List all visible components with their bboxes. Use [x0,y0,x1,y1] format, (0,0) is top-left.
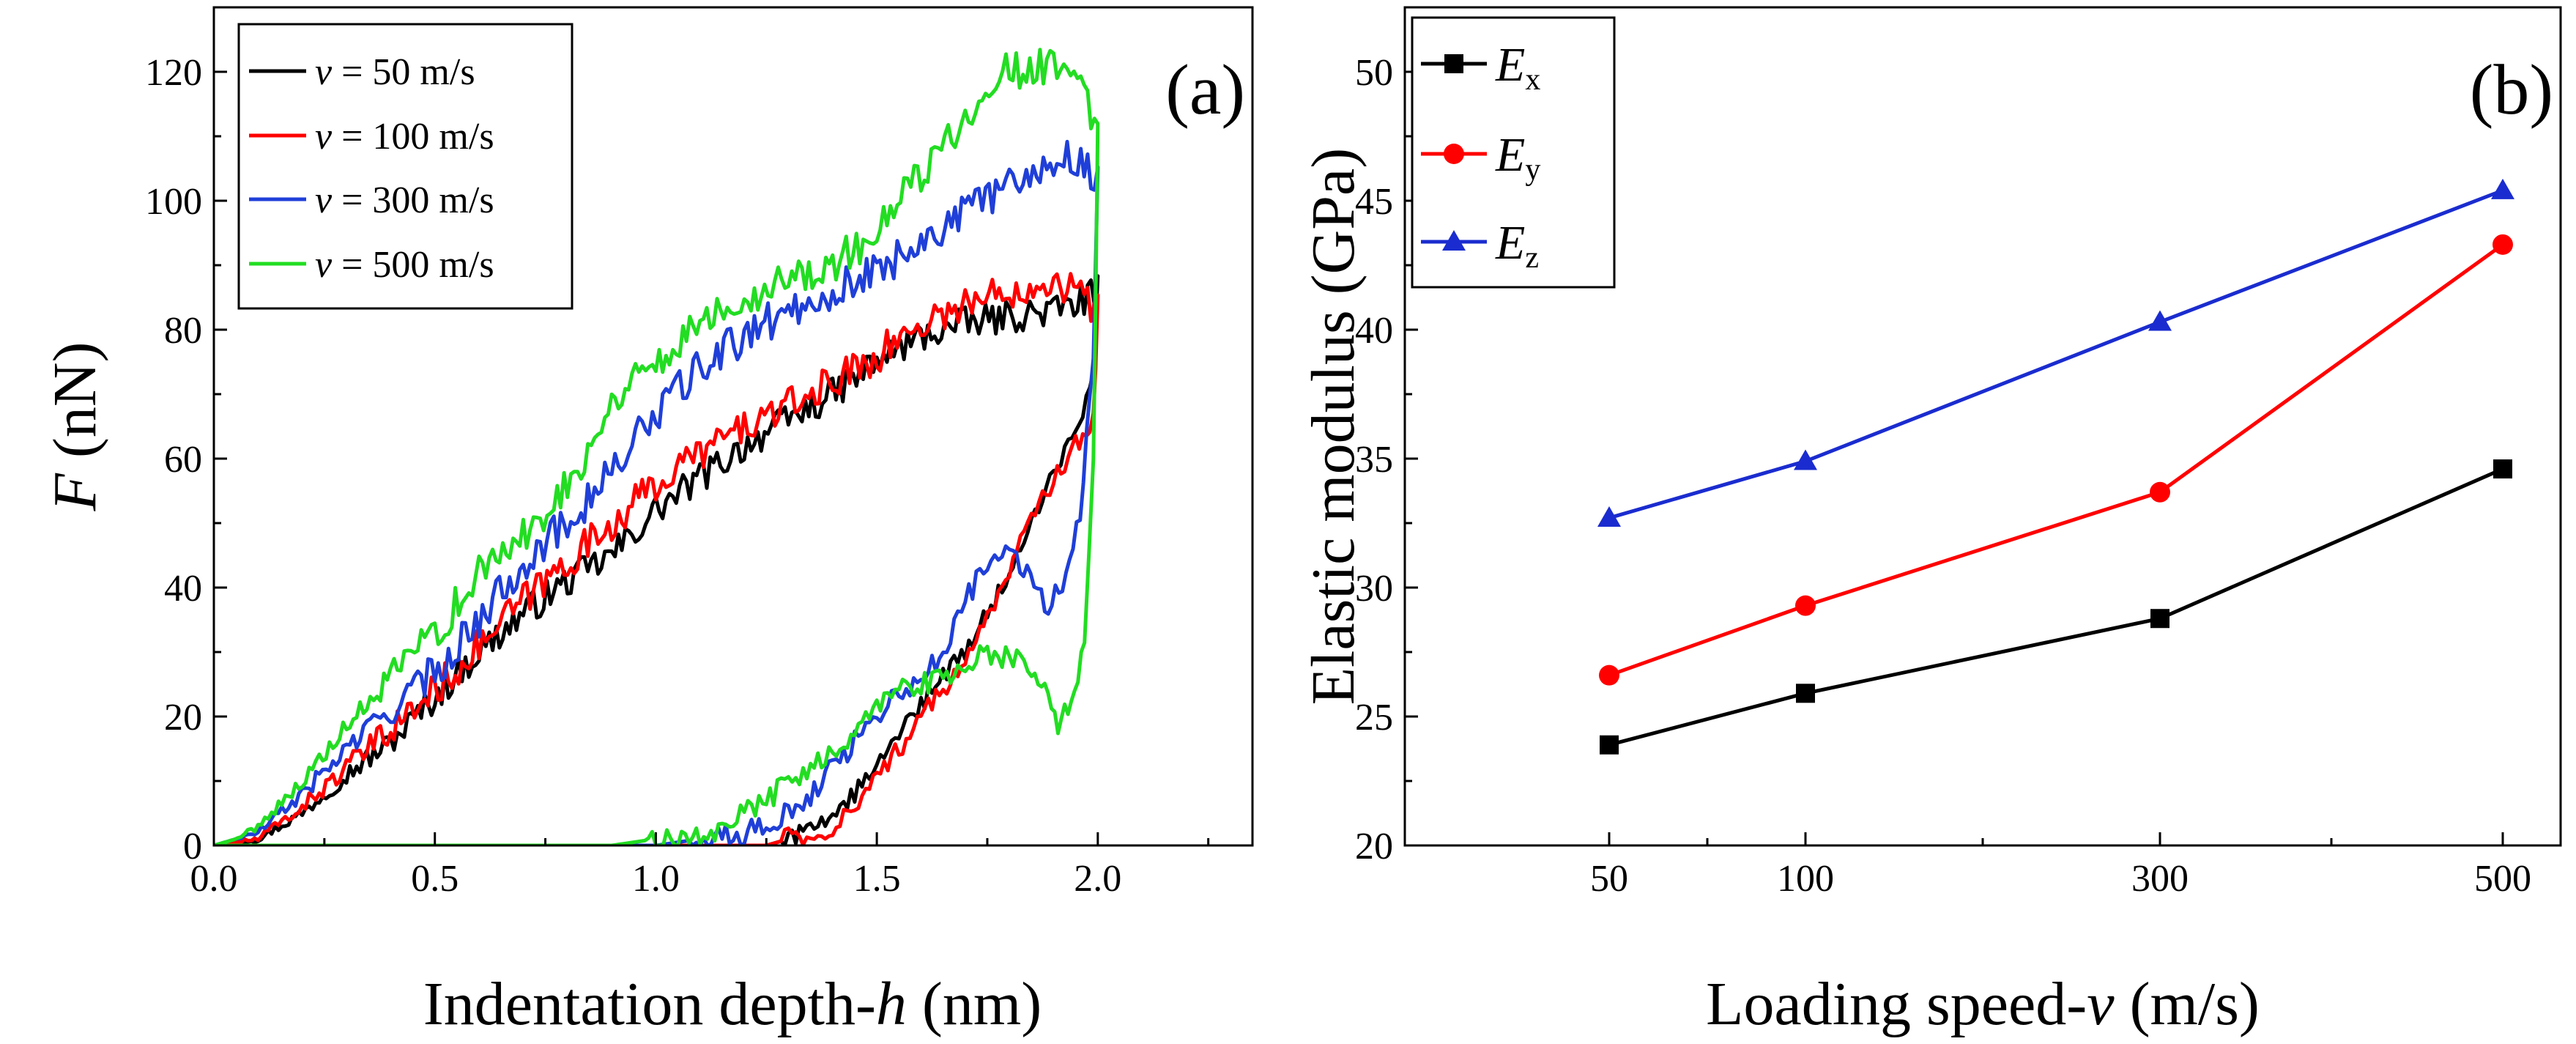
panel-b-x-tick-label: 300 [2131,858,2189,900]
panel-a-series-line-3 [214,48,1100,845]
legend-marker-ey [1444,144,1464,164]
panel-b-y-tick-label: 50 [1355,52,1393,94]
panel-a-label: (a) [1165,51,1245,130]
panel-a-y-tick-label: 120 [145,52,202,94]
panel-a-y-axis-title: F (nN) [41,342,109,512]
panel-b-y-tick-label: 45 [1355,181,1393,223]
panel-b-modulus-chart: 50 100 300 500 20 25 30 35 40 45 50 (b) Elastic mo… [1299,6,2562,1038]
legend-item-ey: Ey [1421,128,1540,187]
panel-a-ticks: 0.0 0.5 1.0 1.5 2.0 0 20 40 60 80 100 120 [145,52,1210,900]
legend-item-v500: v = 500 m/s [249,244,494,286]
panel-b-point-ey-300 [2150,481,2170,503]
panel-b-y-tick-label: 35 [1355,439,1393,481]
panel-a-x-axis-title: Indentation depth-h (nm) [423,970,1042,1038]
panel-b-point-ey-100 [1795,595,1816,616]
legend-item-v50: v = 50 m/s [249,51,475,93]
panel-a-x-tick-label: 0.5 [411,858,459,900]
panel-b-series-line-ey [1608,243,2504,678]
panel-b-y-tick-label: 20 [1355,826,1393,867]
panel-a-series-group [214,48,1100,845]
panel-b-point-ex-500 [2493,459,2512,479]
panel-a-x-tick-label: 1.0 [632,858,680,900]
legend-item-v100: v = 100 m/s [249,116,494,158]
panel-b-series-group [1597,178,2514,755]
panel-a-legend: v = 50 m/s v = 100 m/s v = 300 m/s v = 5… [237,23,574,310]
panel-a-y-tick-label: 20 [164,697,202,738]
panel-a-y-tick-label: 0 [183,826,202,867]
panel-a-x-tick-label: 2.0 [1074,858,1121,900]
panel-b-point-ex-50 [1600,735,1619,755]
panel-b-y-tick-label: 30 [1355,568,1393,610]
panel-b-point-ez-100 [1794,449,1817,470]
panel-b-x-tick-label: 500 [2474,858,2531,900]
panel-b-ticks: 50 100 300 500 20 25 30 35 40 45 50 [1355,52,2531,900]
panel-b-point-ey-50 [1599,664,1619,686]
panel-b-x-tick-label: 100 [1777,858,1834,900]
legend-marker-ez [1442,230,1466,251]
panel-b-series-line-ex [1608,467,2503,747]
legend-item-ez: Ez [1421,216,1539,275]
panel-b-x-tick-label: 50 [1590,858,1628,900]
panel-b-legend: Ex Ey Ez [1411,16,1616,289]
panel-b-point-ez-500 [2491,178,2514,199]
legend-label-ey: Ey [1495,128,1540,187]
legend-label-v500: v = 500 m/s [315,244,494,286]
legend-marker-ex [1444,54,1463,73]
panel-a-x-tick-label: 1.5 [853,858,901,900]
panel-b-point-ex-300 [2150,609,2169,629]
panel-a-series-line-2 [214,139,1100,845]
panel-b-series-line-ez [1608,188,2503,520]
legend-item-ex: Ex [1421,38,1540,97]
panel-b-point-ez-50 [1597,506,1621,527]
panel-a-x-tick-label: 0.0 [190,858,238,900]
panel-b-label: (b) [2470,51,2553,130]
panel-a-y-tick-label: 80 [164,310,202,352]
panel-b-point-ey-500 [2493,234,2513,255]
panel-a-y-tick-label: 100 [145,181,202,223]
panel-a-y-tick-label: 40 [164,568,202,610]
legend-label-v50: v = 50 m/s [315,51,475,93]
panel-b-x-axis-title: Loading speed-v (m/s) [1706,970,2260,1038]
panel-b-y-tick-label: 25 [1355,697,1393,738]
panel-a-y-tick-label: 60 [164,439,202,481]
legend-label-v300: v = 300 m/s [315,179,494,221]
panel-a-series-line-1 [214,272,1100,845]
panel-a-indentation-chart: 0.0 0.5 1.0 1.5 2.0 0 20 40 60 80 100 120 (a) F (nN… [41,6,1254,1038]
panel-b-point-ez-300 [2148,310,2172,331]
panel-b-y-axis-title: Elastic modulus (GPa) [1299,148,1367,706]
panel-b-y-tick-label: 40 [1355,310,1393,352]
legend-label-ex: Ex [1495,38,1540,97]
panel-a-plot-frame [212,6,1254,847]
panel-b-point-ex-100 [1796,684,1815,703]
legend-label-ez: Ez [1495,216,1539,275]
legend-item-v300: v = 300 m/s [249,179,494,221]
legend-label-v100: v = 100 m/s [315,116,494,158]
